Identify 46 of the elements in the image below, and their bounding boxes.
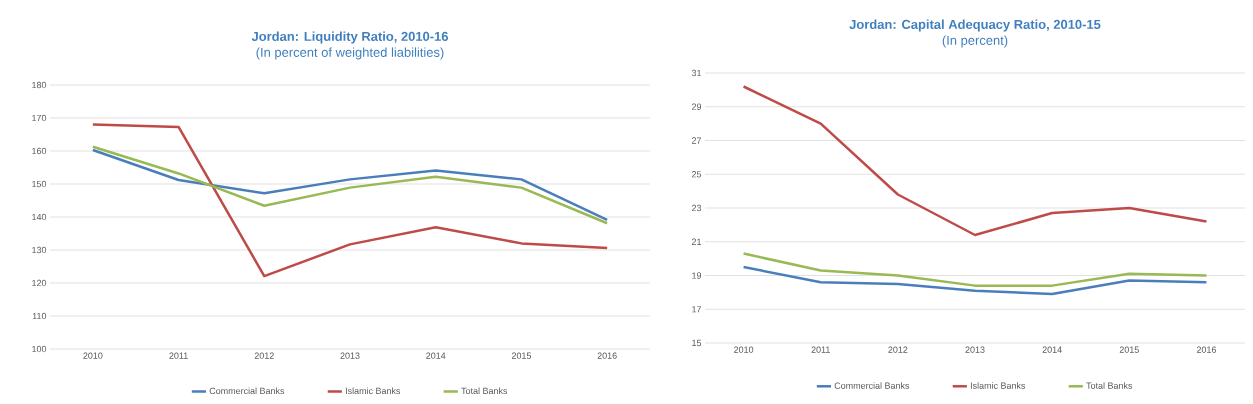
x-tick-label: 2013	[965, 346, 985, 353]
chart-subtitle: (In percent of weighted liabilities)	[256, 47, 444, 60]
line-series	[742, 85, 1208, 237]
y-tick-label: 19	[692, 272, 702, 279]
y-tick-label: 27	[691, 137, 702, 144]
chart-subtitle: (In percent)	[942, 35, 1008, 48]
legend-label: Commercial Banks	[834, 382, 910, 389]
y-tick-label: 100	[32, 345, 47, 353]
legend-label: Islamic Banks	[970, 382, 1026, 389]
x-tick-label: 2015	[1119, 346, 1139, 353]
x-tick-label: 2011	[811, 346, 830, 353]
line-series	[742, 265, 1208, 296]
legend-label: Islamic Banks	[345, 387, 401, 395]
x-tick-label: 2010	[734, 346, 754, 353]
y-tick-label: 15	[692, 339, 702, 347]
x-tick-label: 2012	[254, 352, 274, 359]
y-tick-label: 130	[32, 246, 47, 254]
y-tick-label: 21	[691, 238, 702, 245]
chart-title: Jordan: Liquidity Ratio, 2010-16	[251, 31, 449, 44]
x-tick-label: 2015	[511, 352, 532, 359]
y-tick-label: 110	[32, 312, 47, 320]
line-series	[91, 123, 609, 278]
y-tick-label: 17	[692, 306, 702, 313]
y-tick-label: 180	[32, 81, 47, 89]
y-tick-label: 150	[32, 180, 47, 188]
y-tick-label: 160	[32, 147, 47, 155]
legend-label: Commercial Banks	[209, 387, 285, 395]
y-tick-label: 120	[32, 279, 47, 287]
y-tick-label: 31	[691, 69, 702, 77]
x-tick-label: 2012	[888, 346, 908, 353]
y-tick-label: 140	[32, 213, 47, 221]
x-tick-label: 2016	[597, 352, 617, 359]
x-tick-label: 2016	[1196, 346, 1217, 353]
y-tick-label: 25	[691, 171, 702, 178]
x-tick-label: 2010	[83, 352, 103, 359]
x-tick-label: 2014	[426, 352, 446, 359]
chart-title: Jordan: Capital Adequacy Ratio, 2010-15	[849, 19, 1101, 32]
legend-label: Total Banks	[1086, 382, 1133, 389]
y-tick-label: 23	[691, 204, 702, 212]
x-tick-label: 2013	[340, 352, 360, 359]
y-tick-label: 170	[32, 114, 47, 122]
legend-label: Total Banks	[461, 387, 508, 395]
line-series	[742, 252, 1208, 287]
x-tick-label: 2011	[169, 352, 188, 359]
y-tick-label: 29	[691, 103, 702, 110]
x-tick-label: 2014	[1042, 346, 1062, 353]
